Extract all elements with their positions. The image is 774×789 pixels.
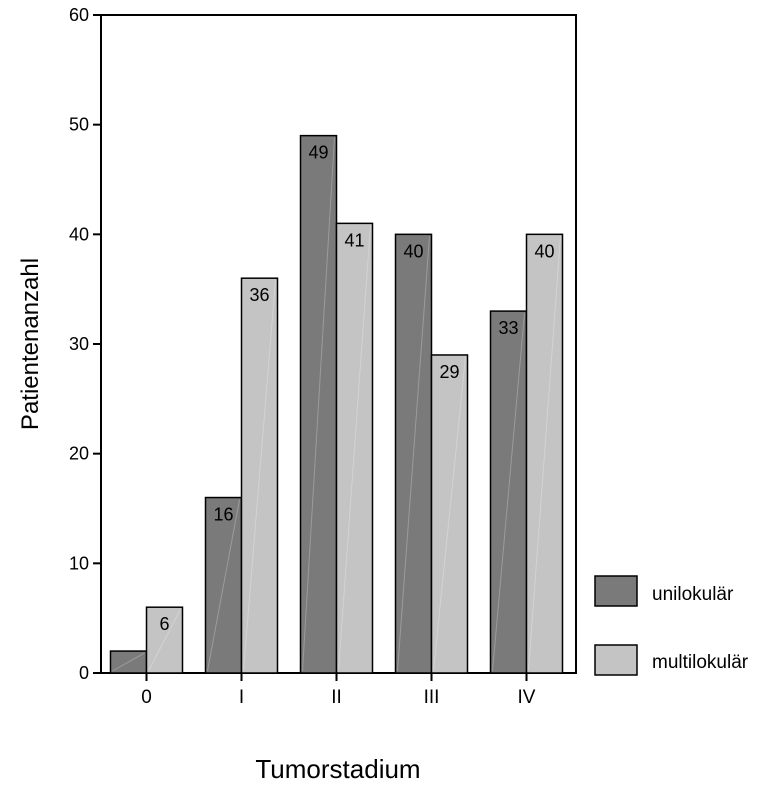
x-tick-label: II bbox=[331, 687, 342, 708]
bar-unilokular-2 bbox=[299, 134, 338, 674]
x-tick-label: III bbox=[424, 687, 440, 708]
data-label: 41 bbox=[344, 230, 364, 250]
bar-multilokular-4 bbox=[525, 233, 564, 674]
bar-highlight bbox=[492, 313, 525, 672]
y-axis: 0 10 20 30 40 50 60 bbox=[69, 5, 101, 683]
bar-highlight bbox=[243, 280, 276, 672]
y-tick-label: 10 bbox=[69, 553, 89, 573]
bar-highlight bbox=[528, 236, 561, 672]
bar-highlight bbox=[302, 137, 335, 672]
data-label: 40 bbox=[534, 241, 554, 261]
y-tick-label: 20 bbox=[69, 444, 89, 464]
bar-highlight bbox=[397, 236, 430, 672]
y-tick-label: 50 bbox=[69, 115, 89, 135]
legend-label-multilokular: multilokulär bbox=[652, 652, 749, 673]
y-tick-label: 30 bbox=[69, 334, 89, 354]
y-tick-label: 60 bbox=[69, 5, 89, 25]
legend: unilokulär multilokulär bbox=[594, 575, 749, 676]
data-label: 16 bbox=[213, 505, 233, 525]
x-axis-label: Tumorstadium bbox=[255, 754, 420, 784]
data-label: 40 bbox=[403, 241, 423, 261]
bar-series-group: 6 16 36 49 41 40 29 33 40 bbox=[109, 134, 564, 674]
legend-swatch-unilokular bbox=[594, 575, 638, 607]
x-tick-label: IV bbox=[518, 687, 536, 708]
bar-multilokular-0 bbox=[145, 606, 184, 674]
x-tick-label: 0 bbox=[141, 687, 152, 708]
bar-multilokular-3 bbox=[430, 354, 469, 674]
x-axis: 0 I II III IV bbox=[141, 673, 536, 708]
bar-highlight bbox=[338, 225, 371, 672]
data-label: 36 bbox=[249, 285, 269, 305]
y-axis-label: Patientenanzahl bbox=[17, 258, 44, 430]
data-label: 49 bbox=[308, 143, 328, 163]
legend-label-unilokular: unilokulär bbox=[652, 584, 734, 605]
data-label: 6 bbox=[159, 614, 169, 634]
bar-highlight bbox=[148, 608, 181, 672]
bar-multilokular-1 bbox=[240, 277, 279, 674]
y-tick-label: 0 bbox=[79, 663, 89, 683]
bar-highlight bbox=[433, 356, 466, 672]
legend-swatch-multilokular bbox=[594, 644, 638, 676]
data-label: 29 bbox=[439, 362, 459, 382]
bar-multilokular-2 bbox=[335, 222, 374, 674]
bar-highlight bbox=[207, 499, 240, 672]
y-tick-label: 40 bbox=[69, 224, 89, 244]
bar-highlight bbox=[112, 652, 145, 672]
data-label: 33 bbox=[498, 318, 518, 338]
x-tick-label: I bbox=[239, 687, 244, 708]
